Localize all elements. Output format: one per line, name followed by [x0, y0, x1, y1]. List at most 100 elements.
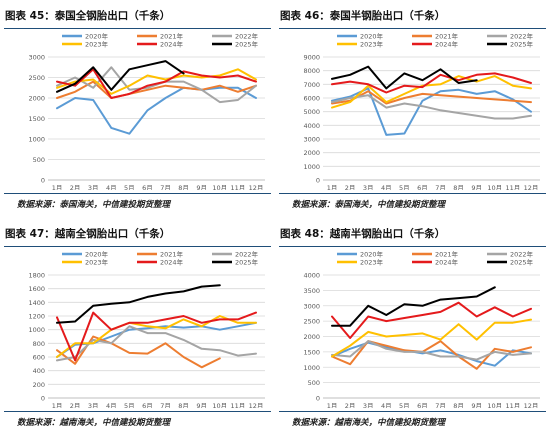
series-line [56, 68, 257, 95]
legend-label: 2020年 [360, 32, 384, 41]
x-tick-label: 3月 [363, 402, 374, 408]
x-tick-label: 11月 [505, 184, 520, 190]
legend-label: 2021年 [160, 250, 184, 259]
y-tick-label: 1600 [28, 285, 45, 293]
y-tick-label: 1500 [303, 348, 320, 356]
x-tick-label: 12月 [249, 184, 264, 190]
title-rule [4, 28, 271, 29]
x-tick-label: 10月 [212, 184, 227, 190]
chart-source: 数据来源：越南海关，中信建投期货整理 [17, 418, 171, 428]
x-tick-label: 8月 [453, 184, 464, 190]
y-tick-label: 1000 [303, 163, 320, 171]
chart-panel-45: 图表 45：泰国全钢胎出口（千条） 0 500 1000 1500 2000 2500 30… [0, 0, 275, 217]
x-tick-label: 5月 [124, 402, 135, 408]
y-tick-label: 500 [33, 156, 45, 164]
y-tick-label: 3000 [303, 302, 320, 310]
y-tick-label: 1200 [28, 313, 45, 321]
chart-title: 图表 46：泰国半钢胎出口（千条） [280, 10, 446, 22]
x-tick-label: 11月 [230, 184, 245, 190]
series-line [331, 75, 532, 109]
y-tick-label: 4000 [303, 122, 320, 130]
y-tick-label: 6000 [303, 95, 320, 103]
chart-panel-46: 图表 46：泰国半钢胎出口（千条） 0 1000 2000 3000 4000 5000 6… [275, 0, 550, 217]
x-tick-label: 8月 [453, 402, 464, 408]
legend-label: 2021年 [435, 250, 459, 259]
series-line [56, 315, 257, 358]
chart-title: 图表 48：越南半钢胎出口（千条） [280, 228, 446, 240]
legend-label: 2023年 [85, 40, 109, 49]
series-line [331, 72, 532, 94]
x-tick-label: 1月 [327, 184, 338, 190]
series-line [331, 286, 496, 327]
y-tick-label: 3500 [303, 287, 320, 295]
x-tick-label: 2月 [70, 184, 81, 190]
y-tick-label: 1400 [28, 299, 45, 307]
y-tick-label: 0 [316, 177, 320, 185]
y-tick-label: 2500 [28, 74, 45, 82]
legend-label: 2021年 [435, 32, 459, 41]
chart-source: 数据来源：泰国海关，中信建投期货整理 [292, 200, 446, 210]
y-tick-label: 2000 [303, 149, 320, 157]
series-line [56, 86, 257, 135]
title-rule [279, 246, 546, 247]
series-line [56, 68, 257, 99]
legend-label: 2025年 [510, 40, 534, 49]
source-rule [279, 193, 546, 194]
x-tick-label: 4月 [381, 184, 392, 190]
x-tick-label: 9月 [471, 184, 482, 190]
x-tick-label: 6月 [417, 184, 428, 190]
series-line [331, 94, 532, 120]
y-tick-label: 3000 [28, 54, 45, 62]
x-tick-label: 7月 [435, 402, 446, 408]
y-tick-label: 0 [316, 395, 320, 403]
legend-label: 2020年 [85, 32, 109, 41]
x-tick-label: 1月 [52, 402, 63, 408]
y-tick-label: 7000 [303, 81, 320, 89]
y-tick-label: 1500 [28, 115, 45, 123]
legend-label: 2024年 [160, 258, 184, 267]
series-line [331, 90, 532, 105]
x-tick-label: 5月 [399, 184, 410, 190]
legend-label: 2022年 [510, 32, 534, 41]
y-tick-label: 800 [33, 340, 45, 348]
chart-plot: 0 500 1000 1500 2000 2500 3000 3500 4000 1月 2月 3月 4月… [303, 250, 540, 408]
x-tick-label: 9月 [196, 184, 207, 190]
legend-label: 2024年 [435, 40, 459, 49]
x-tick-label: 2月 [70, 402, 81, 408]
source-rule [4, 193, 271, 194]
y-tick-label: 0 [41, 177, 45, 185]
series-line [56, 335, 221, 369]
legend-label: 2023年 [360, 40, 384, 49]
y-tick-label: 1000 [28, 326, 45, 334]
x-tick-label: 4月 [381, 402, 392, 408]
x-tick-label: 9月 [471, 402, 482, 408]
y-tick-label: 4000 [303, 272, 320, 280]
x-tick-label: 3月 [88, 402, 99, 408]
y-tick-label: 200 [33, 381, 45, 389]
chart-plot: 0 200 400 600 800 1000 1200 1400 1600 1800 1月 2月 3月 4… [28, 250, 265, 408]
x-tick-label: 3月 [88, 184, 99, 190]
legend-label: 2025年 [235, 40, 259, 49]
x-tick-label: 6月 [142, 184, 153, 190]
y-tick-label: 5000 [303, 108, 320, 116]
legend-label: 2024年 [160, 40, 184, 49]
legend-label: 2022年 [235, 250, 259, 259]
legend-label: 2022年 [510, 250, 534, 259]
x-tick-label: 11月 [230, 402, 245, 408]
chart-title: 图表 45：泰国全钢胎出口（千条） [5, 10, 171, 22]
legend-label: 2021年 [160, 32, 184, 41]
legend-label: 2025年 [510, 258, 534, 267]
x-tick-label: 12月 [524, 402, 539, 408]
legend-label: 2024年 [435, 258, 459, 267]
x-tick-label: 6月 [142, 402, 153, 408]
source-rule [4, 411, 271, 412]
chart-source: 数据来源：越南海关，中信建投期货整理 [292, 418, 446, 428]
y-tick-label: 1800 [28, 272, 45, 280]
legend-label: 2020年 [360, 250, 384, 259]
x-tick-label: 1月 [327, 402, 338, 408]
x-tick-label: 2月 [345, 402, 356, 408]
chart-plot: 0 500 1000 1500 2000 2500 3000 1月 2月 3月 4月 5月 6月 7月 8月… [28, 32, 265, 190]
legend-label: 2020年 [85, 250, 109, 259]
legend-label: 2023年 [360, 258, 384, 267]
legend-label: 2025年 [235, 258, 259, 267]
